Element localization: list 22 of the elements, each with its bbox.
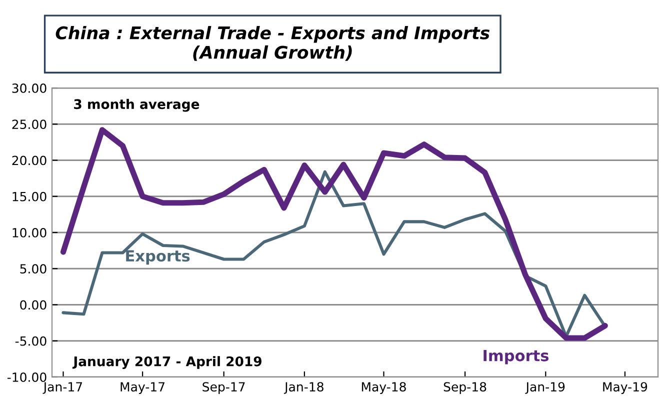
x-tick-label: Sep-17 xyxy=(202,382,245,394)
y-tick-label: 30.00 xyxy=(12,83,46,93)
y-tick-label: -5.00 xyxy=(15,336,46,346)
annotation: 3 month average xyxy=(74,98,200,112)
chart-title: China : External Trade - Exports and Imports (Annual Growth) xyxy=(56,26,490,61)
series-label: Imports xyxy=(484,350,549,364)
y-tick-label: 5.00 xyxy=(20,264,46,274)
y-tick-label: 0.00 xyxy=(20,300,46,310)
x-tick-label: May-17 xyxy=(120,382,164,394)
x-tick-label: Jan-19 xyxy=(525,382,565,394)
annotation: January 2017 - April 2019 xyxy=(72,356,262,369)
x-tick-label: Sep-18 xyxy=(444,382,486,394)
y-tick-label: 15.00 xyxy=(12,192,46,202)
y-tick-label: 10.00 xyxy=(12,228,46,238)
x-tick-label: Jan-18 xyxy=(284,382,324,394)
y-tick-label: -10.00 xyxy=(7,372,46,382)
x-tick-label: Jan-17 xyxy=(42,382,82,394)
series-label: Exports xyxy=(126,250,190,265)
y-tick-label: 20.00 xyxy=(12,156,46,166)
x-tick-label: May-18 xyxy=(362,382,406,394)
y-tick-label: 25.00 xyxy=(12,120,46,130)
x-tick-label: May-19 xyxy=(603,382,648,394)
